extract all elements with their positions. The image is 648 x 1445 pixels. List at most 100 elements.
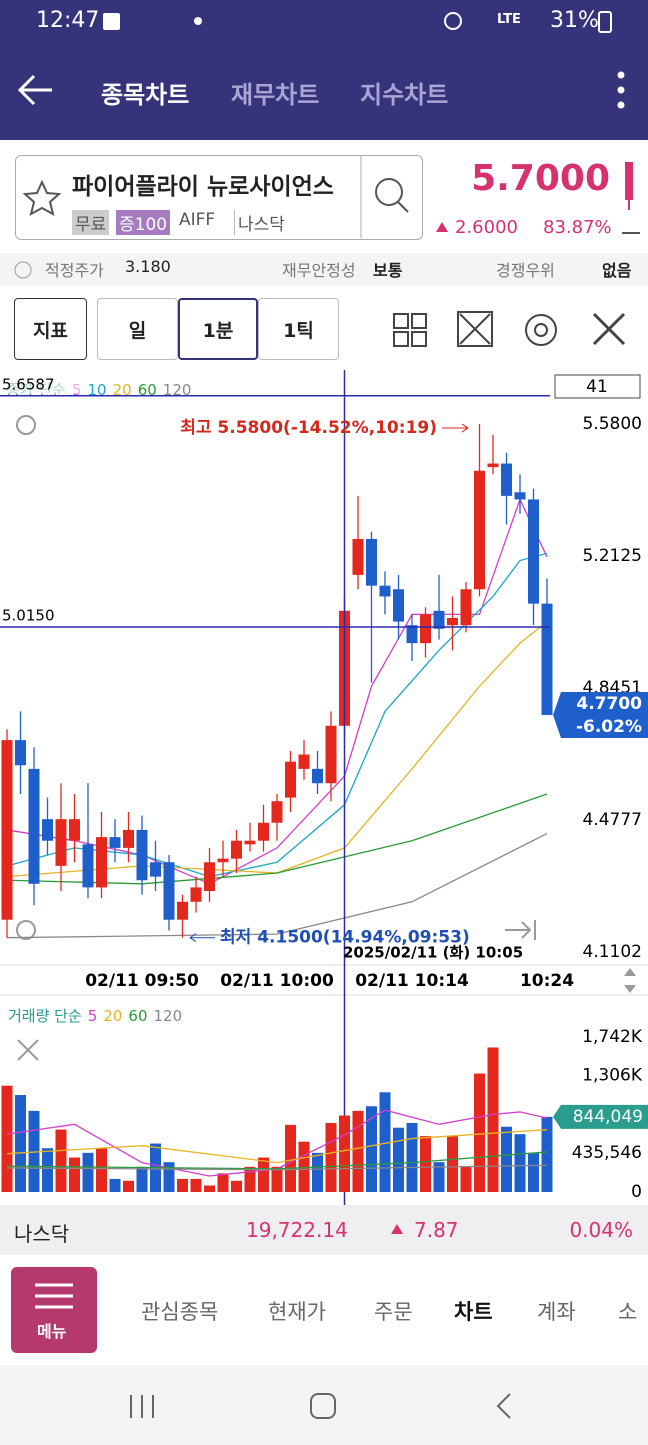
expand-icon[interactable]: [457, 311, 493, 347]
volume-bar: [447, 1136, 458, 1192]
status-time: 12:47: [36, 8, 100, 33]
nav-item[interactable]: 주문: [374, 1300, 413, 1324]
more-dot[interactable]: [617, 101, 625, 109]
volume-bar: [514, 1134, 526, 1192]
layout-icon[interactable]: [393, 313, 409, 329]
close-volume[interactable]: [17, 1039, 39, 1061]
volume-bar: [204, 1185, 215, 1192]
y-tick-label: 5.2125: [583, 546, 642, 566]
volume-bar: [136, 1166, 148, 1192]
tab[interactable]: 종목차트: [101, 81, 190, 109]
info-value: 보통: [373, 261, 403, 280]
help-icon[interactable]: [13, 260, 33, 280]
info-value: 3.180: [125, 257, 171, 276]
candle-body: [379, 585, 391, 597]
volume-bar: [28, 1110, 40, 1192]
period-button[interactable]: 일: [97, 298, 178, 360]
up-triangle: [436, 222, 448, 232]
scroll-end[interactable]: [505, 920, 536, 940]
zoom-in[interactable]: [16, 415, 36, 435]
candle-body: [28, 768, 40, 884]
indicator-button[interactable]: 지표: [14, 298, 87, 360]
price-change-pct: 83.87%: [543, 217, 612, 238]
nav-item[interactable]: 관심종목: [141, 1300, 219, 1324]
candle-body: [42, 819, 53, 841]
info-label: 재무안정성: [282, 261, 356, 280]
tools-icon[interactable]: [592, 312, 626, 346]
volume-bar: [55, 1129, 67, 1192]
candle-body: [501, 463, 512, 496]
legend-entry[interactable]: 120: [154, 1007, 183, 1025]
period-button[interactable]: 1틱: [258, 298, 339, 360]
volume-bar: [298, 1141, 310, 1192]
legend-entry[interactable]: 120: [163, 381, 192, 399]
period-button[interactable]: 1분: [178, 298, 258, 360]
candle-body: [163, 862, 175, 920]
candle-body: [528, 499, 539, 604]
last-volume: 844,049: [573, 1107, 643, 1127]
recent-apps[interactable]: [130, 1395, 154, 1418]
legend-entry[interactable]: 20: [113, 381, 132, 399]
legend-entry[interactable]: 60: [128, 1007, 147, 1025]
legend-entry[interactable]: 60: [138, 381, 157, 399]
more-dot[interactable]: [617, 71, 625, 79]
home[interactable]: [310, 1393, 336, 1419]
y-tick-label: 4.1102: [583, 942, 642, 962]
nav-item[interactable]: 차트: [454, 1300, 493, 1324]
candle-body: [258, 822, 269, 841]
reference-label: 5.6587: [2, 375, 55, 393]
favorite-star[interactable]: [22, 179, 62, 216]
stock-search-box[interactable]: [15, 155, 423, 240]
candle-body: [352, 538, 364, 575]
y-tick-label: 1,306K: [582, 1066, 643, 1086]
candle-body: [15, 740, 26, 766]
nav-item[interactable]: 계좌: [537, 1300, 576, 1324]
candle-body: [325, 725, 337, 784]
volume-bar: [325, 1122, 337, 1192]
volume-bar: [96, 1148, 107, 1192]
legend-entry[interactable]: 5: [88, 1007, 98, 1025]
dot-icon: [194, 17, 202, 25]
info-value: 없음: [602, 261, 632, 280]
index-bar: [0, 1205, 648, 1255]
card-icons: [22, 156, 640, 238]
info-row: [0, 253, 648, 286]
back-button[interactable]: [17, 74, 52, 106]
back[interactable]: [496, 1393, 511, 1419]
legend-entry[interactable]: 20: [103, 1007, 122, 1025]
menu-label: 메뉴: [37, 1322, 67, 1341]
volume-bar: [501, 1126, 512, 1192]
more-dot[interactable]: [617, 86, 625, 94]
candle-body: [55, 819, 67, 866]
header-icons: [17, 11, 625, 109]
candle-body: [433, 610, 445, 629]
menu-button[interactable]: [11, 1267, 97, 1353]
volume-bar: [231, 1180, 242, 1192]
volume-bar: [258, 1157, 269, 1192]
y-tick-label: 0: [631, 1182, 642, 1202]
candle-body: [366, 538, 377, 586]
volume-bar: [217, 1173, 229, 1192]
nav-item[interactable]: 현재가: [268, 1300, 326, 1324]
volume-bar: [109, 1178, 121, 1192]
volume-bar: [190, 1178, 202, 1192]
tab[interactable]: 지수차트: [360, 81, 449, 109]
volume-bar: [528, 1152, 539, 1192]
axis-toggle[interactable]: [624, 968, 636, 993]
index-value: 19,722.14: [246, 1218, 348, 1242]
tab[interactable]: 재무차트: [231, 81, 320, 109]
candle-body: [204, 862, 215, 892]
legend-entry[interactable]: 10: [88, 381, 107, 399]
settings-icon[interactable]: [525, 314, 557, 346]
tag: 무료: [72, 210, 110, 235]
status-battery: 31%: [550, 8, 599, 33]
last-volume-box: [553, 1104, 648, 1129]
candle-body: [487, 463, 499, 468]
nav-item[interactable]: 소: [618, 1300, 638, 1324]
search-icon[interactable]: [375, 178, 403, 206]
zoom-out[interactable]: [16, 920, 36, 940]
volume-bar: [339, 1115, 350, 1192]
volume-bar: [460, 1166, 472, 1192]
